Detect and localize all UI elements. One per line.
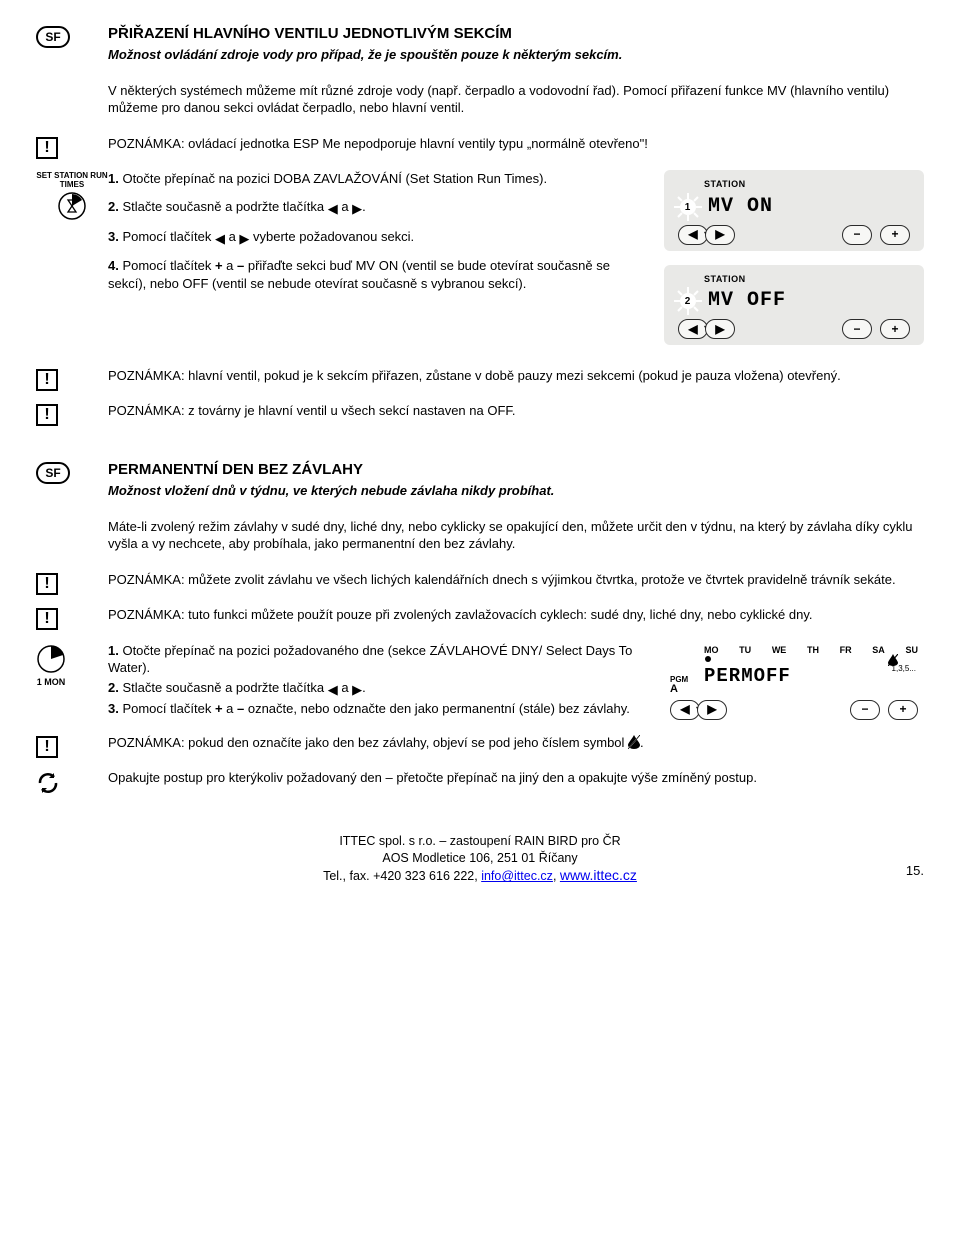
lcd3-pgm: PGMA <box>670 676 688 695</box>
section1-intro-row: V některých systémech můžeme mít různé z… <box>36 82 924 127</box>
lcd-panel-2: STATION 2 <box>664 265 924 345</box>
sf-badge-icon: SF <box>36 462 70 484</box>
warning-icon: ! <box>36 573 58 595</box>
lcd1-text: MV ON <box>708 193 773 220</box>
section2-note3: POZNÁMKA: pokud den označíte jako den be… <box>108 734 924 752</box>
page-number: 15. <box>906 862 924 880</box>
s2-step1: 1. Otočte přepínač na pozici požadovanéh… <box>108 642 644 677</box>
svg-text:2: 2 <box>685 296 692 307</box>
right-arrow-icon: ▶ <box>352 200 362 218</box>
footer-email-link[interactable]: info@ittec.cz <box>481 869 553 883</box>
plus-button[interactable]: + <box>888 700 918 720</box>
repeat-icon <box>36 771 60 795</box>
gutter-mon: 1 MON <box>36 642 108 688</box>
minus-button[interactable]: − <box>842 225 872 245</box>
lcd3-buttons: ◀ ▾ ▶ − + <box>664 694 924 726</box>
plus-button[interactable]: + <box>880 225 910 245</box>
section1-note1-row: ! POZNÁMKA: ovládací jednotka ESP Me nep… <box>36 135 924 163</box>
section2-note3-row: ! POZNÁMKA: pokud den označíte jako den … <box>36 734 924 762</box>
lcd-panel-3: MOTU WETH FRSA SU 1,3,5... PGMA PERMOFF <box>664 642 924 726</box>
plus-button[interactable]: + <box>880 319 910 339</box>
left-arrow-icon: ◀ <box>215 230 225 248</box>
section2-title: PERMANENTNÍ DEN BEZ ZÁVLAHY <box>108 460 924 480</box>
lcd1-buttons: ◀ ▾ ▶ − + <box>674 225 914 245</box>
section1-note2-row: ! POZNÁMKA: hlavní ventil, pokud je k se… <box>36 367 924 395</box>
section2-note1-row: ! POZNÁMKA: můžete zvolit závlahu ve vše… <box>36 571 924 599</box>
section2-cycle: Opakujte postup pro kterýkoliv požadovan… <box>108 769 924 787</box>
lcd3-odd: 1,3,5... <box>892 664 916 675</box>
footer-line2: AOS Modletice 106, 251 01 Říčany <box>36 850 924 867</box>
warning-icon: ! <box>36 608 58 630</box>
section2-note2-row: ! POZNÁMKA: tuto funkci můžete použít po… <box>36 606 924 634</box>
minus-button[interactable]: − <box>850 700 880 720</box>
s2-step2: 2. Stlačte současně a podržte tlačítka ◀… <box>108 679 644 699</box>
section2-note1: POZNÁMKA: můžete zvolit závlahu ve všech… <box>108 571 924 589</box>
section1-subtitle: Možnost ovládání zdroje vody pro případ,… <box>108 46 924 64</box>
page-footer: ITTEC spol. s r.o. – zastoupení RAIN BIR… <box>36 833 924 886</box>
hourglass-dial-icon <box>57 191 87 221</box>
gutter-cycle <box>36 769 108 795</box>
day-dial-icon <box>36 644 66 674</box>
gutter-sf-1: SF <box>36 24 108 48</box>
section1-steps-row: SET STATION RUN TIMES 1. Otočte přepínač… <box>36 170 924 358</box>
s2-step3: 3. Pomocí tlačítek + a – označte, nebo o… <box>108 700 644 718</box>
burst-icon: 2 <box>674 287 702 315</box>
warning-icon: ! <box>36 137 58 159</box>
lcd3-days: MOTU WETH FRSA SU <box>664 642 924 656</box>
no-drop-icon <box>628 735 640 749</box>
sf-badge-icon: SF <box>36 26 70 48</box>
section1-header-row: SF PŘIŘAZENÍ HLAVNÍHO VENTILU JEDNOTLIVÝ… <box>36 24 924 74</box>
footer-line1: ITTEC spol. s r.o. – zastoupení RAIN BIR… <box>36 833 924 850</box>
lcd3-text: PERMOFF <box>664 662 924 694</box>
warning-icon: ! <box>36 736 58 758</box>
mon-label: 1 MON <box>37 676 66 688</box>
step3: 3. Pomocí tlačítek ◀ a ▶ vyberte požadov… <box>108 228 644 248</box>
set-station-label: SET STATION RUN TIMES <box>36 172 108 189</box>
step2: 2. Stlačte současně a podržte tlačítka ◀… <box>108 198 644 218</box>
section2-p1: Máte-li zvolený režim závlahy v sudé dny… <box>108 518 924 553</box>
next-button[interactable]: ▶ <box>697 700 727 720</box>
section1-intro: V některých systémech můžeme mít různé z… <box>108 82 924 117</box>
section1-note3-row: ! POZNÁMKA: z továrny je hlavní ventil u… <box>36 402 924 430</box>
section1-title: PŘIŘAZENÍ HLAVNÍHO VENTILU JEDNOTLIVÝM S… <box>108 24 924 44</box>
lcd2-buttons: ◀ ▾ ▶ − + <box>674 319 914 339</box>
warning-icon: ! <box>36 404 58 426</box>
footer-url-link[interactable]: www.ittec.cz <box>560 867 637 883</box>
burst-icon: 1 <box>674 193 702 221</box>
section2-steps-row: 1 MON 1. Otočte přepínač na pozici požad… <box>36 642 924 726</box>
minus-button[interactable]: − <box>842 319 872 339</box>
section1-note2: POZNÁMKA: hlavní ventil, pokud je k sekc… <box>108 367 924 385</box>
section1-header: PŘIŘAZENÍ HLAVNÍHO VENTILU JEDNOTLIVÝM S… <box>108 24 924 74</box>
lcd-panel-1: STATION 1 <box>664 170 924 250</box>
lcd1-label: STATION <box>704 178 914 190</box>
section2-note2: POZNÁMKA: tuto funkci můžete použít pouz… <box>108 606 924 624</box>
step1: 1. Otočte přepínač na pozici DOBA ZAVLAŽ… <box>108 170 644 188</box>
next-button[interactable]: ▶ <box>705 319 735 339</box>
section1-note1: POZNÁMKA: ovládací jednotka ESP Me nepod… <box>108 135 924 153</box>
warning-icon: ! <box>36 369 58 391</box>
lcd2-label: STATION <box>704 273 914 285</box>
left-arrow-icon: ◀ <box>328 200 338 218</box>
section1-note3: POZNÁMKA: z továrny je hlavní ventil u v… <box>108 402 924 420</box>
left-arrow-icon: ◀ <box>328 681 338 699</box>
gutter-hourglass: SET STATION RUN TIMES <box>36 170 108 221</box>
step4: 4. Pomocí tlačítek + a – přiřaďte sekci … <box>108 257 644 292</box>
right-arrow-icon: ▶ <box>239 230 249 248</box>
lcd2-text: MV OFF <box>708 287 786 314</box>
svg-text:1: 1 <box>685 202 692 213</box>
right-arrow-icon: ▶ <box>352 681 362 699</box>
footer-line3: Tel., fax. +420 323 616 222, info@ittec.… <box>36 866 924 885</box>
section2-subtitle: Možnost vložení dnů v týdnu, ve kterých … <box>108 482 924 500</box>
section2-header-row: SF PERMANENTNÍ DEN BEZ ZÁVLAHY Možnost v… <box>36 460 924 510</box>
section2-cycle-row: Opakujte postup pro kterýkoliv požadovan… <box>36 769 924 797</box>
next-button[interactable]: ▶ <box>705 225 735 245</box>
section2-p1-row: Máte-li zvolený režim závlahy v sudé dny… <box>36 518 924 563</box>
